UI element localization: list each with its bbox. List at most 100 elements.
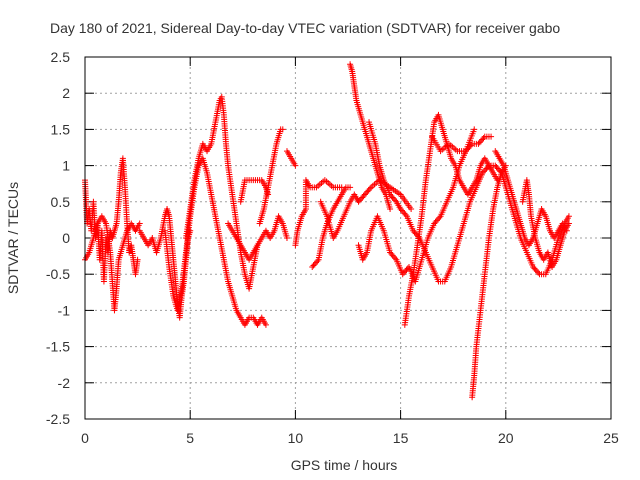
x-tick-label: 20 [498, 430, 514, 446]
data-point [389, 252, 396, 259]
data-point [475, 140, 482, 147]
data-point [392, 255, 399, 262]
data-point [492, 162, 499, 169]
data-point [387, 249, 394, 256]
data-point [402, 211, 409, 218]
series-arc-a [82, 155, 141, 285]
data-point [310, 262, 317, 269]
y-tick-label: -2 [58, 375, 71, 391]
series-arc-h [256, 126, 286, 227]
data-point [433, 217, 440, 224]
data-point [530, 263, 537, 270]
data-point [400, 269, 407, 276]
data-point [431, 220, 438, 227]
data-point [313, 259, 320, 266]
data-point [387, 206, 394, 213]
data-point [358, 195, 365, 202]
data-point [360, 193, 367, 200]
series-arc-q [429, 126, 478, 155]
data-point [366, 185, 373, 192]
data-point [309, 263, 316, 270]
data-point [432, 219, 439, 226]
plot-frame [84, 56, 612, 420]
y-tick-label: -2.5 [46, 411, 70, 427]
series-arc-b [82, 213, 143, 314]
y-tick-label: 0.5 [51, 194, 71, 210]
data-point [476, 139, 483, 146]
x-axis-label: GPS time / hours [291, 457, 398, 473]
series-arc-t [519, 177, 572, 270]
data-point [311, 261, 318, 268]
data-point [364, 188, 371, 195]
data-point [262, 321, 269, 328]
data-point [390, 195, 397, 202]
x-tick-label: 25 [603, 430, 619, 446]
y-tick-label: 1 [62, 158, 70, 174]
data-point [389, 194, 396, 201]
data-point [494, 165, 501, 172]
x-tick-label: 10 [288, 430, 304, 446]
y-tick-label: 0 [62, 230, 70, 246]
data-point [365, 187, 372, 194]
y-tick-label: 1.5 [51, 121, 71, 137]
data-point [471, 126, 478, 133]
series-arc-j [292, 177, 345, 249]
series-arc-i [283, 148, 299, 169]
data-point [387, 191, 394, 198]
data-point [356, 197, 363, 204]
data-point [359, 194, 366, 201]
series-arc-n [366, 119, 572, 285]
data-point [399, 271, 406, 278]
series-arc-f [225, 213, 290, 263]
data-point [410, 227, 417, 234]
data-point [397, 206, 404, 213]
data-point [402, 268, 409, 275]
data-point [477, 137, 484, 144]
data-point [435, 216, 442, 223]
x-tick-label: 15 [393, 430, 409, 446]
data-point [136, 220, 143, 227]
data-point [390, 253, 397, 260]
data-point [533, 268, 540, 275]
data-point [398, 207, 405, 214]
data-point [531, 265, 538, 272]
data-point [479, 169, 486, 176]
data-points [82, 61, 572, 401]
data-point [488, 133, 495, 140]
data-point [400, 208, 407, 215]
y-tick-label: 2.5 [51, 49, 71, 65]
data-point [361, 191, 368, 198]
data-point [283, 235, 290, 241]
y-tick-label: 2 [62, 85, 70, 101]
data-point [388, 250, 395, 257]
data-point [480, 135, 487, 142]
data-point [480, 168, 487, 175]
data-point [493, 164, 500, 171]
x-tick-label: 5 [186, 430, 194, 446]
data-point [403, 266, 410, 273]
data-point [388, 193, 395, 200]
data-point [314, 258, 321, 265]
data-point [292, 162, 299, 169]
data-point [401, 210, 408, 217]
data-point [279, 126, 286, 133]
series-arc-k [309, 184, 354, 270]
data-point [436, 214, 443, 221]
series-arc-r [469, 162, 509, 401]
y-axis-label: SDTVAR / TECUs [5, 182, 21, 294]
data-point [496, 166, 503, 173]
data-point [535, 269, 542, 276]
data-point [355, 198, 362, 205]
series-arc-l [317, 177, 415, 241]
series-arc-m [347, 61, 394, 213]
data-point [347, 184, 354, 191]
data-point [363, 190, 370, 197]
y-axis-ticks: 2.5 2 1.5 1 0.5 0 -0.5 -1 -1.5 -2 -2.5 [46, 49, 611, 427]
grid-lines [85, 57, 611, 419]
series-arc-p [401, 111, 501, 328]
data-point [565, 220, 572, 227]
data-point [408, 206, 415, 213]
data-point [565, 213, 572, 220]
series-arc-s [492, 148, 570, 249]
